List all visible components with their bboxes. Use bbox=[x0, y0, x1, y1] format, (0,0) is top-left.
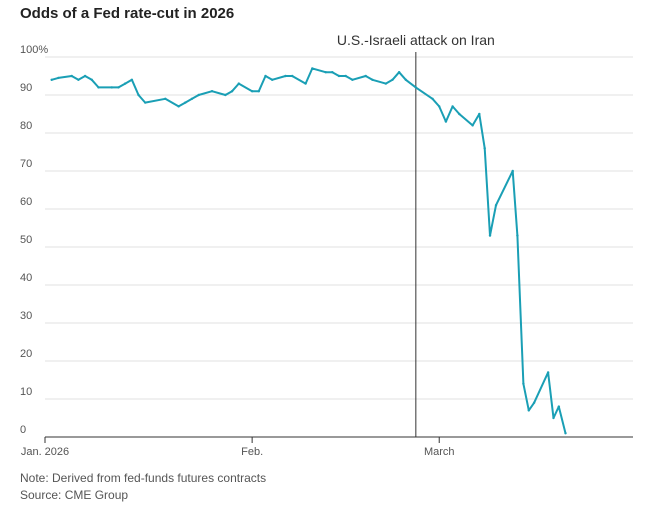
x-axis: Jan. 2026 Feb. March bbox=[21, 436, 633, 458]
data-point bbox=[291, 74, 294, 78]
data-point bbox=[511, 169, 514, 173]
x-tick-label-2: March bbox=[424, 446, 455, 458]
chart-title: Odds of a Fed rate-cut in 2026 bbox=[20, 5, 235, 22]
y-tick-label-10: 10 bbox=[20, 386, 32, 398]
data-point bbox=[516, 234, 519, 237]
gridlines bbox=[45, 56, 633, 400]
data-point bbox=[130, 78, 134, 82]
y-tick-label-60: 60 bbox=[20, 196, 32, 208]
data-point bbox=[230, 90, 234, 93]
annotation-label: U.S.-Israeli attack on Iran bbox=[337, 32, 495, 48]
data-point bbox=[324, 71, 327, 74]
data-point bbox=[144, 101, 147, 104]
y-tick-label-70: 70 bbox=[20, 158, 32, 170]
data-point bbox=[264, 74, 267, 78]
data-point bbox=[438, 105, 441, 108]
data-point bbox=[257, 90, 261, 93]
y-tick-label-90: 90 bbox=[20, 82, 32, 94]
data-point bbox=[431, 97, 434, 101]
data-point bbox=[311, 67, 314, 70]
data-point bbox=[451, 105, 454, 108]
data-point bbox=[184, 101, 187, 104]
series-line-0 bbox=[50, 67, 567, 435]
data-point bbox=[83, 74, 87, 78]
y-tick-label-40: 40 bbox=[20, 272, 32, 284]
data-point bbox=[344, 74, 347, 78]
data-point bbox=[284, 74, 287, 78]
data-point bbox=[197, 93, 200, 97]
chart-footer: Note: Derived from fed-funds futures con… bbox=[20, 470, 266, 504]
data-point bbox=[77, 78, 80, 82]
data-point bbox=[337, 74, 341, 78]
data-point bbox=[488, 234, 492, 237]
data-point bbox=[177, 105, 180, 108]
data-point bbox=[527, 409, 530, 412]
data-point bbox=[57, 76, 60, 80]
x-tick-label-0: Jan. 2026 bbox=[21, 446, 69, 458]
data-point bbox=[414, 86, 418, 89]
series-group bbox=[50, 67, 567, 435]
data-point bbox=[532, 401, 536, 404]
data-point bbox=[50, 78, 53, 82]
data-point bbox=[331, 71, 334, 74]
data-point bbox=[110, 86, 114, 89]
source-line: Source: CME Group bbox=[20, 488, 129, 502]
data-point bbox=[458, 112, 461, 116]
y-tick-label-0: 0 bbox=[20, 424, 26, 436]
data-point bbox=[371, 78, 374, 82]
y-tick-label-80: 80 bbox=[20, 120, 32, 132]
y-tick-label-50: 50 bbox=[20, 234, 32, 246]
data-point bbox=[364, 74, 367, 78]
event-annotation: U.S.-Israeli attack on Iran bbox=[337, 32, 495, 437]
data-point bbox=[391, 78, 394, 82]
data-point bbox=[304, 82, 307, 85]
footnote: Note: Derived from fed-funds futures con… bbox=[20, 471, 267, 485]
data-point bbox=[270, 78, 274, 82]
data-point bbox=[351, 78, 354, 82]
x-tick-label-1: Feb. bbox=[241, 446, 263, 458]
data-point bbox=[483, 147, 486, 150]
y-tick-label-30: 30 bbox=[20, 310, 32, 322]
data-point bbox=[557, 405, 561, 408]
y-axis-tick-labels: 0 10 20 30 40 50 60 70 80 90 100% bbox=[20, 44, 48, 436]
data-point bbox=[397, 71, 401, 74]
data-point bbox=[522, 382, 525, 385]
data-point bbox=[117, 86, 120, 89]
data-point bbox=[90, 78, 93, 82]
data-point bbox=[164, 97, 167, 101]
y-tick-label-100: 100% bbox=[20, 44, 48, 56]
data-point bbox=[564, 432, 567, 435]
data-point bbox=[478, 112, 481, 116]
data-point bbox=[97, 86, 100, 89]
data-point bbox=[404, 78, 408, 82]
data-point bbox=[250, 90, 254, 93]
data-point bbox=[471, 124, 474, 127]
y-tick-label-20: 20 bbox=[20, 348, 32, 360]
data-point bbox=[384, 82, 387, 85]
data-point bbox=[210, 90, 214, 93]
data-point bbox=[190, 97, 194, 101]
data-point bbox=[123, 82, 127, 85]
data-point bbox=[224, 93, 227, 97]
data-point bbox=[552, 416, 555, 420]
data-point bbox=[546, 371, 550, 374]
line-chart: 0 10 20 30 40 50 60 70 80 90 100% Jan. 2026 Feb. Mar… bbox=[20, 32, 633, 458]
data-point bbox=[70, 74, 73, 78]
data-point bbox=[237, 82, 240, 85]
data-point bbox=[137, 93, 140, 97]
data-point bbox=[444, 120, 448, 123]
data-point bbox=[494, 204, 498, 207]
